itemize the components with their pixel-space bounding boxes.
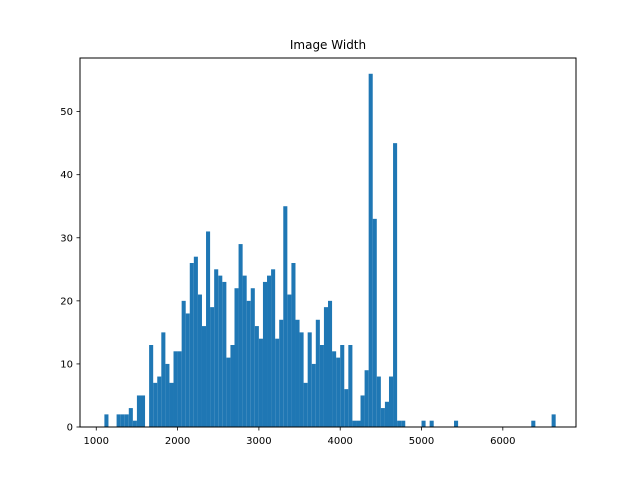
histogram-bar	[348, 345, 353, 427]
histogram-bar	[246, 300, 251, 427]
histogram-bar	[250, 288, 255, 427]
histogram-bar	[226, 357, 231, 427]
histogram-bar	[267, 275, 272, 427]
plot-area-frame	[79, 57, 577, 428]
histogram-bar	[193, 256, 198, 427]
y-tick-label: 20	[60, 296, 73, 307]
chart-title: Image Width	[290, 38, 366, 52]
histogram-bar	[189, 263, 194, 427]
x-tick-label: 2000	[165, 436, 190, 447]
x-tick-label: 6000	[490, 436, 515, 447]
histogram-bar	[185, 313, 190, 427]
histogram-bar	[120, 414, 125, 427]
x-tick-label: 3000	[246, 436, 271, 447]
histogram-bar	[275, 338, 280, 427]
histogram-bar	[531, 420, 536, 427]
histogram-bar	[197, 294, 202, 427]
histogram-bar	[380, 408, 385, 427]
histogram-bar	[104, 414, 109, 427]
histogram-bar	[454, 420, 459, 427]
histogram-bar	[328, 300, 333, 427]
histogram-bar	[323, 307, 328, 427]
histogram-bar	[352, 420, 357, 427]
histogram-bar	[218, 275, 223, 427]
histogram-bar	[368, 73, 373, 428]
histogram-bar	[258, 338, 263, 427]
y-tick-label: 40	[60, 170, 73, 181]
histogram-bar	[360, 395, 365, 427]
histogram-bar	[210, 307, 215, 427]
histogram-bar	[279, 319, 284, 427]
histogram-bars	[104, 73, 556, 428]
histogram-bar	[234, 288, 239, 427]
histogram-bar	[173, 351, 178, 427]
y-tick-label: 0	[67, 423, 73, 434]
histogram-bar	[429, 420, 434, 427]
histogram-bar	[169, 382, 174, 427]
histogram-bar	[206, 231, 211, 427]
histogram-bar	[295, 319, 300, 427]
histogram-bar	[222, 281, 227, 427]
x-tick-label: 4000	[327, 436, 352, 447]
histogram-bar	[356, 420, 361, 427]
histogram-bar	[153, 382, 158, 427]
histogram-bar	[303, 382, 308, 427]
histogram-bar	[230, 345, 235, 427]
histogram-bar	[421, 420, 426, 427]
y-tick-label: 10	[60, 359, 73, 370]
histogram-bar	[315, 319, 320, 427]
histogram-bar	[311, 363, 316, 427]
histogram-bar	[336, 357, 341, 427]
histogram-bar	[388, 376, 394, 427]
histogram-bar	[384, 401, 389, 427]
histogram-bar	[132, 420, 137, 427]
histogram-bar	[551, 414, 556, 427]
histogram-bar	[136, 395, 141, 427]
histogram-bar	[319, 345, 324, 427]
x-axis-ticks: 1000 2000 3000 4000 5000 6000	[84, 427, 516, 447]
y-tick-label: 30	[60, 233, 73, 244]
histogram-bar	[238, 244, 243, 427]
histogram-bar	[376, 376, 381, 427]
histogram-bar	[201, 326, 207, 427]
histogram-bar	[128, 408, 133, 427]
histogram-bar	[149, 345, 154, 427]
x-tick-label: 1000	[84, 436, 109, 447]
histogram-bar	[124, 414, 129, 427]
histogram-bar	[299, 332, 304, 427]
histogram-bar	[140, 395, 146, 427]
histogram-bar	[177, 351, 182, 427]
histogram-bar	[242, 275, 247, 427]
histogram-bar	[307, 332, 312, 427]
histogram-bar	[214, 269, 219, 427]
x-tick-label: 5000	[409, 436, 434, 447]
y-tick-label: 50	[60, 107, 73, 118]
histogram-bar	[344, 389, 349, 427]
histogram-bar	[401, 420, 406, 427]
histogram-bar	[397, 420, 402, 427]
histogram-bar	[287, 294, 292, 427]
histogram-bar	[291, 263, 296, 427]
histogram-bar	[332, 351, 337, 427]
histogram-bar	[161, 332, 166, 427]
histogram-bar	[271, 269, 276, 427]
histogram-bar	[364, 370, 369, 427]
histogram-bar	[181, 300, 186, 427]
histogram-bar	[116, 414, 121, 427]
histogram-bar	[372, 218, 377, 427]
histogram-bar	[262, 281, 268, 427]
histogram-bar	[165, 363, 170, 427]
histogram-bar	[283, 206, 288, 427]
y-axis-ticks: 0 10 20 30 40 50	[60, 107, 80, 434]
histogram-bar	[254, 326, 259, 427]
histogram-bar	[393, 143, 398, 427]
histogram-bar	[157, 376, 162, 427]
histogram-bar	[340, 345, 345, 427]
